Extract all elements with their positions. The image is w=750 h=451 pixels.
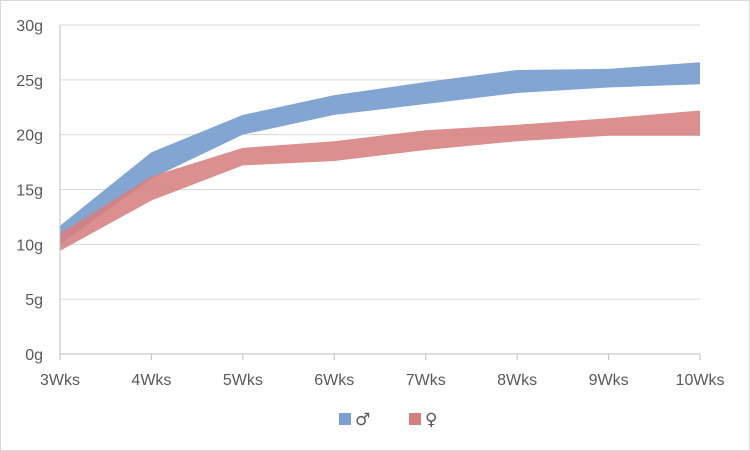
y-tick-label: 20g	[16, 128, 43, 145]
y-tick-label: 5g	[25, 292, 43, 309]
axes	[59, 25, 701, 360]
x-axis-tick-labels: 3Wks 4Wks 5Wks 6Wks 7Wks 8Wks 9Wks 10Wks	[40, 372, 724, 389]
x-tick-label: 3Wks	[40, 372, 80, 389]
series-band-female	[60, 110, 700, 251]
x-tick-label: 7Wks	[406, 372, 446, 389]
x-tick-label: 10Wks	[676, 372, 725, 389]
y-tick-label: 25g	[16, 73, 43, 90]
data-bands	[60, 62, 700, 251]
legend: ♂ ♀	[339, 410, 437, 430]
series-band-male	[60, 62, 700, 245]
y-tick-label: 15g	[16, 183, 43, 200]
x-tick-label: 4Wks	[131, 372, 171, 389]
x-tick-label: 6Wks	[314, 372, 354, 389]
x-tick-label: 9Wks	[589, 372, 629, 389]
x-tick-label: 8Wks	[497, 372, 537, 389]
legend-swatch-male	[339, 413, 351, 425]
y-tick-label: 0g	[25, 347, 43, 364]
legend-label-female: ♀	[425, 410, 437, 430]
x-tick-label: 5Wks	[223, 372, 263, 389]
legend-label-male: ♂	[355, 410, 370, 430]
y-tick-label: 10g	[16, 237, 43, 254]
y-tick-label: 30g	[16, 18, 43, 35]
legend-swatch-female	[409, 413, 421, 425]
y-axis-tick-labels: 0g 5g 10g 15g 20g 25g 30g	[16, 18, 43, 364]
